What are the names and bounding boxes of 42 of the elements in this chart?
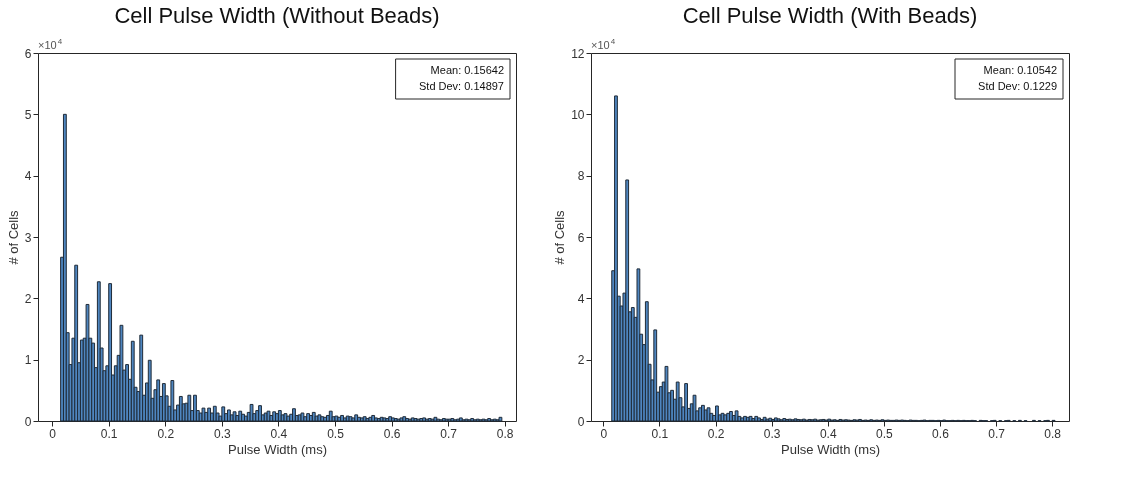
y-axis-title: # of Cells [552, 209, 568, 265]
y-axis-title: # of Cells [5, 209, 21, 265]
x-tick-label: 0.1 [651, 426, 669, 441]
x-tick-label: 0 [49, 426, 57, 441]
y-tick-label: 2 [577, 353, 585, 368]
y-tick-label: 6 [24, 46, 32, 61]
annotation: Std Dev: 0.1229 [978, 80, 1057, 92]
y-tick-label: 6 [577, 230, 585, 245]
y-tick-label: 2 [24, 291, 32, 306]
x-tick-label: 0.7 [988, 426, 1006, 441]
x-tick-label: 0.8 [496, 426, 514, 441]
y-tick-label: 0 [24, 414, 32, 429]
x-tick-label: 0.5 [876, 426, 894, 441]
x-axis-title: Pulse Width (ms) [781, 441, 880, 457]
y-tick-label: 3 [24, 230, 32, 245]
y-tick-label: 10 [571, 107, 585, 122]
annotation: Mean: 0.10542 [983, 64, 1057, 76]
annotation: Std Dev: 0.14897 [418, 80, 504, 92]
x-tick-label: 0.4 [819, 426, 837, 441]
x-tick-label: 0.2 [707, 426, 725, 441]
x-tick-label: 0.6 [383, 426, 401, 441]
x-tick-label: 0.8 [1044, 426, 1062, 441]
x-axis-title: Pulse Width (ms) [228, 441, 327, 457]
y-tick-label: 12 [571, 46, 585, 61]
x-tick-label: 0.7 [440, 426, 458, 441]
x-tick-label: 0.2 [157, 426, 175, 441]
y-tick-label: 1 [24, 353, 32, 368]
annotation: Mean: 0.15642 [430, 64, 504, 76]
x-tick-label: 0.4 [270, 426, 288, 441]
chart-title: Cell Pulse Width (With Beads) [682, 3, 978, 28]
y-tick-label: 4 [24, 169, 32, 184]
x-tick-label: 0.3 [214, 426, 232, 441]
y-tick-label: 5 [24, 107, 32, 122]
x-tick-label: 0.1 [100, 426, 118, 441]
x-tick-label: 0.3 [763, 426, 781, 441]
x-tick-label: 0 [600, 426, 608, 441]
x-tick-label: 0.6 [932, 426, 950, 441]
chart-title: Cell Pulse Width (Without Beads) [114, 3, 440, 28]
x-tick-label: 0.5 [327, 426, 345, 441]
y-tick-label: 4 [577, 291, 585, 306]
y-tick-label: 8 [577, 169, 585, 184]
y-tick-label: 0 [577, 414, 585, 429]
